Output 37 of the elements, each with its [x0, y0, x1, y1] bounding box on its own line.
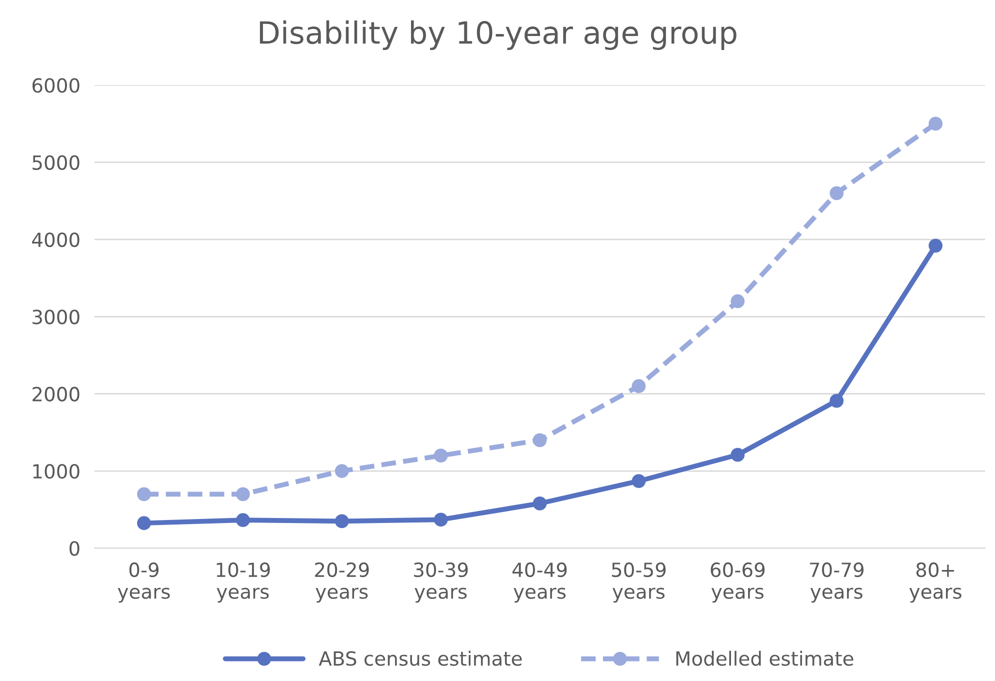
- x-tick-label: 40-49 years: [512, 562, 567, 603]
- y-tick-label: 5000: [32, 155, 80, 170]
- legend-label: Modelled estimate: [676, 650, 854, 666]
- x-tick-label: 30-39 years: [414, 562, 468, 603]
- point: [830, 186, 844, 200]
- y-tick-label: 1000: [33, 464, 80, 479]
- x-tick-label: 60-69 years: [710, 562, 765, 603]
- point: [137, 487, 151, 502]
- point: [632, 474, 646, 488]
- point: [434, 512, 448, 527]
- point: [334, 464, 349, 478]
- point: [928, 238, 943, 253]
- x-tick-label: 10-19 years: [216, 562, 270, 603]
- point: [434, 448, 448, 463]
- point: [730, 448, 745, 462]
- point: [334, 514, 349, 528]
- point: [236, 487, 250, 502]
- x-tick-label: 50-59 years: [612, 562, 666, 603]
- y-tick-label: 2000: [32, 386, 80, 402]
- legend-label: ABS census estimate: [318, 650, 522, 666]
- point: [730, 294, 745, 308]
- point: [532, 433, 547, 448]
- y-tick-label: 4000: [32, 232, 80, 248]
- point: [830, 394, 844, 408]
- point: [632, 379, 646, 394]
- point: [928, 116, 943, 131]
- x-tick-label: 80+ years: [909, 562, 962, 603]
- x-tick-label: 20-29 years: [315, 562, 369, 603]
- x-tick-label: 0-9 years: [118, 562, 170, 603]
- y-tick-label: 3000: [32, 310, 80, 324]
- point: [532, 496, 547, 510]
- point: [236, 513, 250, 528]
- y-tick-label: 0: [70, 541, 80, 556]
- x-tick-label: 70-79 years: [810, 562, 864, 603]
- y-tick-label: 6000: [32, 78, 80, 93]
- point: [137, 516, 151, 530]
- chart-title: Disability by 10-year age group: [260, 20, 736, 50]
